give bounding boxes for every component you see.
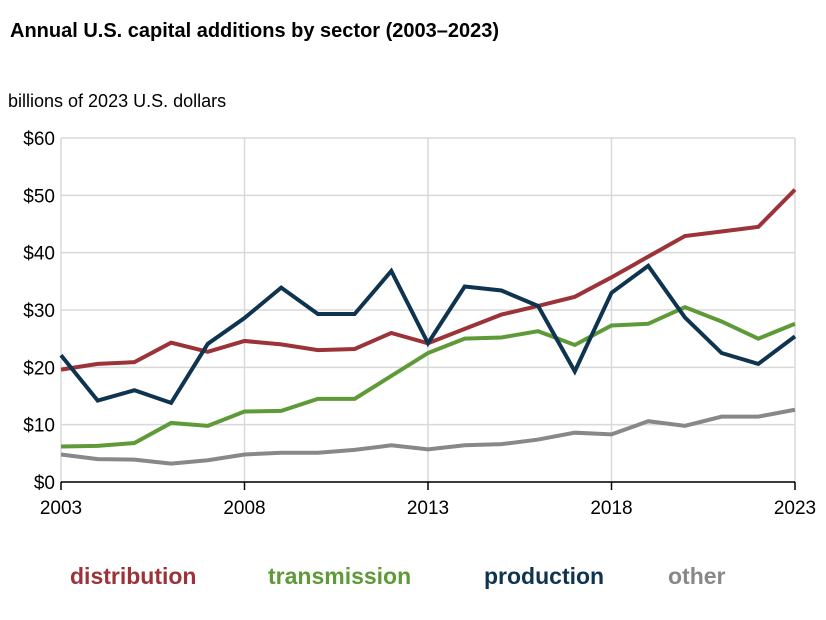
y-axis-label: billions of 2023 U.S. dollars [8, 91, 227, 111]
series-line-other [60, 407, 796, 466]
legend-other: other [668, 563, 726, 589]
legend-transmission: transmission [268, 563, 412, 589]
y-tick-label: $60 [23, 129, 55, 150]
y-tick-label: $10 [23, 416, 55, 437]
series-line-production [59, 263, 797, 406]
x-tick-label: 2008 [223, 498, 265, 519]
x-tick-label: 2018 [590, 498, 632, 519]
legend-distribution: distribution [70, 563, 197, 589]
y-tick-label: $0 [34, 473, 55, 494]
y-tick-label: $30 [23, 301, 55, 322]
y-tick-label: $50 [23, 186, 55, 207]
legend-production: production [484, 563, 605, 589]
series-line-transmission [60, 304, 796, 449]
chart-title: Annual U.S. capital additions by sector … [10, 20, 500, 42]
y-tick-label: $40 [23, 244, 55, 265]
x-tick-label: 2003 [40, 498, 82, 519]
x-tick-label: 2013 [407, 498, 449, 519]
y-tick-label: $20 [23, 358, 55, 379]
x-tick-label: 2023 [774, 498, 816, 519]
